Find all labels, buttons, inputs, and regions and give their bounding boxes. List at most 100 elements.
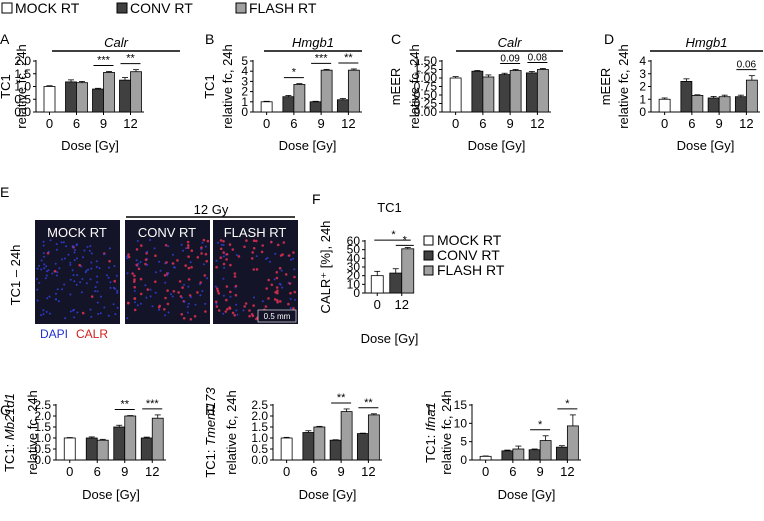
dapi-cell-dot <box>222 312 225 315</box>
x-tick-label: 0 <box>452 116 459 131</box>
calr-cell-dot <box>203 274 207 277</box>
dapi-cell-dot <box>42 252 45 255</box>
calr-cell-dot <box>187 266 191 270</box>
legend-label: CONV RT <box>437 247 500 263</box>
significance-label: 0.08 <box>528 52 548 63</box>
dapi-cell-dot <box>69 261 72 264</box>
dapi-cell-dot <box>294 298 296 301</box>
calr-cell-dot <box>81 311 85 315</box>
dapi-cell-dot <box>149 295 152 298</box>
y-tick-label: 1.0 <box>14 80 31 94</box>
cell-dots <box>36 238 297 321</box>
calr-cell-dot <box>229 263 232 267</box>
calr-cell-dot <box>244 302 248 305</box>
dapi-cell-dot <box>126 255 129 258</box>
dapi-cell-dot <box>145 296 148 299</box>
calr-cell-dot <box>278 266 282 270</box>
dapi-cell-dot <box>73 316 76 319</box>
calr-cell-dot <box>233 314 236 317</box>
dapi-cell-dot <box>73 259 76 262</box>
bar-flash-rt <box>718 96 731 113</box>
calr-cell-dot <box>172 290 176 293</box>
dapi-cell-dot <box>108 266 110 269</box>
y-axis-label: relative fc, 24h <box>616 44 631 129</box>
dapi-cell-dot <box>223 266 226 269</box>
x-tick-label: 6 <box>73 116 80 131</box>
dapi-cell-dot <box>62 241 65 244</box>
y-tick-label: 1.25 <box>414 63 438 77</box>
dapi-cell-dot <box>136 240 139 242</box>
calr-cell-dot <box>275 276 279 280</box>
bar-mock-rt <box>260 101 273 113</box>
dapi-cell-dot <box>73 280 76 283</box>
scale-bar-label: 0.5 mm <box>264 312 291 321</box>
dapi-cell-dot <box>134 301 136 304</box>
dapi-cell-dot <box>99 312 102 315</box>
bar-conv-rt <box>707 97 720 113</box>
y-tick-label: 0.75 <box>414 80 438 94</box>
dapi-cell-dot <box>166 274 169 277</box>
calr-cell-dot <box>206 239 210 243</box>
bar-flash-rt <box>320 69 333 113</box>
dapi-cell-dot <box>278 282 281 285</box>
calr-cell-dot <box>108 259 111 263</box>
dapi-cell-dot <box>80 291 83 294</box>
bar-flash-rt <box>103 72 115 113</box>
dapi-cell-dot <box>202 263 205 266</box>
bar-mock-rt <box>479 455 492 461</box>
dapi-cell-dot <box>149 288 152 291</box>
calr-cell-dot <box>182 317 186 320</box>
y-axis-label: relative fc, 24h <box>25 390 40 475</box>
significance-label: *** <box>97 54 111 66</box>
x-axis-label: Dose [Gy] <box>468 138 526 153</box>
calr-cell-dot <box>163 274 167 277</box>
bar-conv-rt <box>329 439 342 461</box>
x-axis-label: Dose [Gy] <box>82 487 140 502</box>
calr-cell-dot <box>53 269 57 273</box>
calr-cell-dot <box>135 248 139 251</box>
calr-cell-dot <box>135 263 138 267</box>
y-tick-label: 0 <box>460 453 467 467</box>
dapi-cell-dot <box>69 293 72 296</box>
dapi-cell-dot <box>133 290 136 292</box>
significance-label: * <box>403 234 408 246</box>
y-tick-label: 60 <box>347 234 361 248</box>
y-tick-label: 3 <box>639 67 646 81</box>
bar-conv-rt <box>734 96 747 113</box>
y-tick-label: 0.25 <box>414 97 438 111</box>
calr-cell-dot <box>270 283 274 287</box>
dapi-cell-dot <box>71 245 74 247</box>
y-axis-label: relative fc, 24h <box>407 44 422 129</box>
dapi-cell-dot <box>112 286 115 289</box>
calr-cell-dot <box>282 241 286 244</box>
calr-cell-dot <box>273 298 277 301</box>
calr-cell-dot <box>196 291 199 294</box>
dapi-cell-dot <box>137 262 140 265</box>
dapi-cell-dot <box>38 281 41 284</box>
dapi-cell-dot <box>235 309 238 312</box>
dapi-cell-dot <box>67 253 70 256</box>
dapi-cell-dot <box>204 245 207 248</box>
bar-flash-rt <box>124 415 137 461</box>
dapi-cell-dot <box>76 274 79 277</box>
y-tick-label: 0.00 <box>414 105 438 119</box>
calr-cell-dot <box>178 280 182 283</box>
dapi-cell-dot <box>108 247 111 250</box>
dapi-cell-dot <box>280 269 283 272</box>
dapi-cell-dot <box>167 245 170 248</box>
calr-cell-dot <box>200 246 203 249</box>
calr-cell-dot <box>270 240 273 244</box>
dapi-cell-dot <box>87 268 90 271</box>
bar-conv-rt <box>555 446 568 461</box>
dapi-cell-dot <box>109 281 112 284</box>
calr-cell-dot <box>252 247 256 250</box>
calr-cell-dot <box>281 253 284 256</box>
dapi-cell-dot <box>222 244 225 247</box>
bar-conv-rt <box>471 70 484 113</box>
panel-letter-e: E <box>0 184 9 200</box>
dapi-cell-dot <box>42 244 45 247</box>
calr-cell-dot <box>126 302 130 305</box>
y-tick-label: 1.0 <box>251 431 268 445</box>
